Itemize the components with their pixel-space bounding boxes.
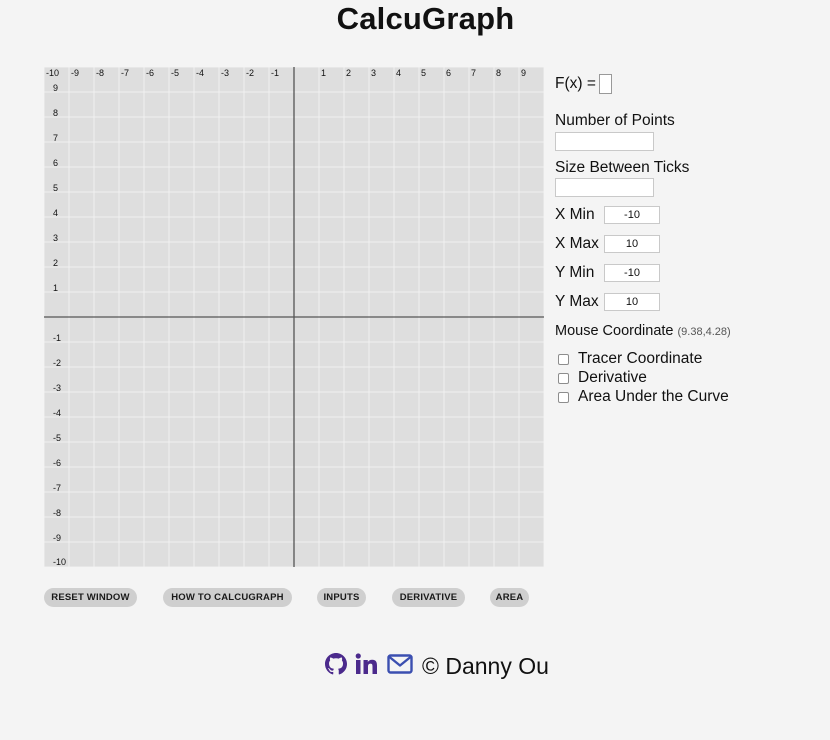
- y-tick-label: 1: [53, 283, 58, 293]
- function-row: F(x) =: [555, 74, 612, 94]
- y-tick-label: 8: [53, 108, 58, 118]
- area-label[interactable]: Area Under the Curve: [578, 388, 729, 405]
- y-tick-label: -5: [53, 433, 61, 443]
- y-tick-label: -1: [53, 333, 61, 343]
- x-tick-label: -3: [221, 68, 229, 78]
- x-tick-label: -7: [121, 68, 129, 78]
- mouse-coordinate-row: Mouse Coordinate (9.38,4.28): [555, 323, 731, 339]
- function-label: F(x) =: [555, 75, 596, 92]
- derivative-checkbox[interactable]: [558, 372, 569, 384]
- x-tick-label: 4: [396, 68, 401, 78]
- x-tick-label: 2: [346, 68, 351, 78]
- x-tick-label: -6: [146, 68, 154, 78]
- mouse-coordinate-label: Mouse Coordinate: [555, 323, 674, 339]
- x-min-label: X Min: [555, 206, 595, 223]
- x-tick-label: 8: [496, 68, 501, 78]
- y-min-input[interactable]: [604, 264, 660, 282]
- x-tick-label: 6: [446, 68, 451, 78]
- graph-svg[interactable]: -10 -9 -8 -7 -6 -5 -4 -3 -2 -1 1 2 3 4 5 6 7 8 9 9 8 7 6 5 4 3 2 1 -…: [44, 67, 544, 567]
- y-max-row: Y Max: [555, 293, 660, 311]
- page-title: CalcuGraph: [336, 1, 515, 36]
- y-tick-label: -7: [53, 483, 61, 493]
- github-icon[interactable]: [325, 652, 347, 680]
- area-button[interactable]: AREA: [490, 588, 529, 607]
- mouse-coordinate-value: (9.38,4.28): [677, 326, 731, 338]
- derivative-button[interactable]: DERIVATIVE: [392, 588, 465, 607]
- x-tick-label: -1: [271, 68, 279, 78]
- number-of-points-label: Number of Points: [555, 112, 675, 129]
- reset-window-button[interactable]: RESET WINDOW: [44, 588, 137, 607]
- y-tick-label: -4: [53, 408, 61, 418]
- x-min-row: X Min: [555, 206, 660, 224]
- x-tick-label: -2: [246, 68, 254, 78]
- y-tick-label: 4: [53, 208, 58, 218]
- x-tick-label: 5: [421, 68, 426, 78]
- y-tick-label: -6: [53, 458, 61, 468]
- x-max-label: X Max: [555, 235, 599, 252]
- footer: © Danny Ou: [325, 651, 549, 681]
- y-tick-label: 5: [53, 183, 58, 193]
- copyright-text: © Danny Ou: [422, 652, 549, 679]
- tracer-label[interactable]: Tracer Coordinate: [578, 350, 703, 367]
- y-tick-label: -8: [53, 508, 61, 518]
- y-min-row: Y Min: [555, 264, 660, 282]
- x-tick-label: -9: [71, 68, 79, 78]
- inputs-button[interactable]: INPUTS: [317, 588, 366, 607]
- y-tick-label: 2: [53, 258, 58, 268]
- y-max-label: Y Max: [555, 293, 599, 310]
- tracer-checkbox[interactable]: [558, 353, 569, 365]
- x-tick-label: 7: [471, 68, 476, 78]
- how-to-button[interactable]: HOW TO CALCUGRAPH: [163, 588, 292, 607]
- derivative-label[interactable]: Derivative: [578, 369, 647, 386]
- area-checkbox[interactable]: [558, 391, 569, 403]
- x-tick-label: -4: [196, 68, 204, 78]
- number-of-points-input[interactable]: [555, 132, 654, 151]
- y-tick-label: 3: [53, 233, 58, 243]
- tick-size-label: Size Between Ticks: [555, 159, 690, 176]
- x-max-row: X Max: [555, 235, 660, 253]
- x-tick-label: -10: [46, 68, 59, 78]
- x-max-input[interactable]: [604, 235, 660, 253]
- y-min-label: Y Min: [555, 264, 595, 281]
- x-tick-label: 3: [371, 68, 376, 78]
- graph-canvas[interactable]: -10 -9 -8 -7 -6 -5 -4 -3 -2 -1 1 2 3 4 5 6 7 8 9 9 8 7 6 5 4 3 2 1 -…: [44, 67, 544, 567]
- derivative-toggle[interactable]: Derivative: [558, 369, 647, 387]
- function-input[interactable]: [598, 74, 612, 94]
- y-max-input[interactable]: [604, 293, 660, 311]
- tick-size-input[interactable]: [555, 178, 654, 197]
- x-tick-label: 1: [321, 68, 326, 78]
- y-tick-label: 7: [53, 133, 58, 143]
- y-tick-label: -2: [53, 358, 61, 368]
- y-tick-label: -9: [53, 533, 61, 543]
- y-tick-label: -10: [53, 557, 66, 567]
- envelope-icon[interactable]: [387, 653, 413, 680]
- x-tick-label: -5: [171, 68, 179, 78]
- x-tick-label: 9: [521, 68, 526, 78]
- x-min-input[interactable]: [604, 206, 660, 224]
- y-tick-label: 6: [53, 158, 58, 168]
- y-tick-label: -3: [53, 383, 61, 393]
- y-tick-label: 9: [53, 83, 58, 93]
- tracer-toggle[interactable]: Tracer Coordinate: [558, 350, 702, 368]
- area-toggle[interactable]: Area Under the Curve: [558, 388, 729, 406]
- linkedin-icon[interactable]: [355, 652, 379, 680]
- x-tick-label: -8: [96, 68, 104, 78]
